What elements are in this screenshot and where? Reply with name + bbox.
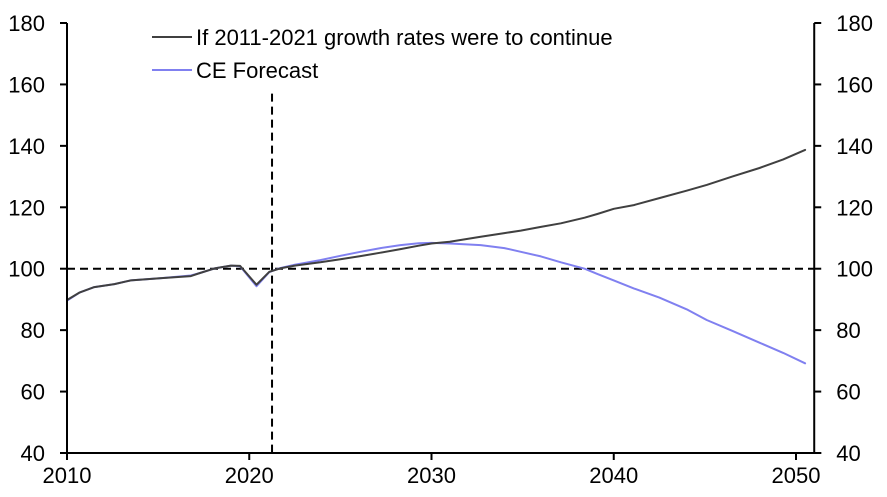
reference-lines <box>67 93 815 453</box>
x-tick-label: 2040 <box>589 463 638 488</box>
x-tick-label: 2030 <box>407 463 456 488</box>
y-ticks-left: 40 60 80 100 120 140 160 180 <box>8 11 67 466</box>
x-tick-label: 2050 <box>772 463 821 488</box>
y-tick-label-right: 40 <box>836 441 860 466</box>
y-tick-label-right: 60 <box>836 380 860 405</box>
y-tick-label-right: 160 <box>836 72 873 97</box>
x-tick-label: 2020 <box>225 463 274 488</box>
legend-label-ce-forecast: CE Forecast <box>196 58 318 83</box>
x-ticks: 2010 2020 2030 2040 2050 <box>43 453 821 488</box>
legend: If 2011-2021 growth rates were to contin… <box>152 25 613 83</box>
y-tick-label-left: 160 <box>8 72 45 97</box>
y-ticks-right: 40 60 80 100 120 140 160 180 <box>814 11 873 466</box>
y-tick-label-right: 100 <box>836 257 873 282</box>
y-tick-label-right: 120 <box>836 195 873 220</box>
y-tick-label-left: 180 <box>8 11 45 36</box>
y-tick-label-left: 140 <box>8 134 45 159</box>
x-tick-label: 2010 <box>43 463 92 488</box>
legend-item-ce-forecast[interactable]: CE Forecast <box>152 58 318 83</box>
legend-item-trend[interactable]: If 2011-2021 growth rates were to contin… <box>152 25 613 50</box>
series-line-trend-continuation <box>66 148 807 301</box>
y-tick-label-left: 40 <box>21 441 45 466</box>
axes: 40 60 80 100 120 140 160 180 40 60 80 100 120 140 160… <box>8 11 873 488</box>
y-tick-label-right: 80 <box>836 318 860 343</box>
series-layer <box>66 148 807 365</box>
y-tick-label-right: 140 <box>836 134 873 159</box>
y-tick-label-right: 180 <box>836 11 873 36</box>
series-line-ce-forecast <box>66 241 807 365</box>
y-tick-label-left: 120 <box>8 195 45 220</box>
legend-label-trend: If 2011-2021 growth rates were to contin… <box>196 25 613 50</box>
y-tick-label-left: 60 <box>21 380 45 405</box>
y-tick-label-left: 100 <box>8 257 45 282</box>
y-tick-label-left: 80 <box>21 318 45 343</box>
